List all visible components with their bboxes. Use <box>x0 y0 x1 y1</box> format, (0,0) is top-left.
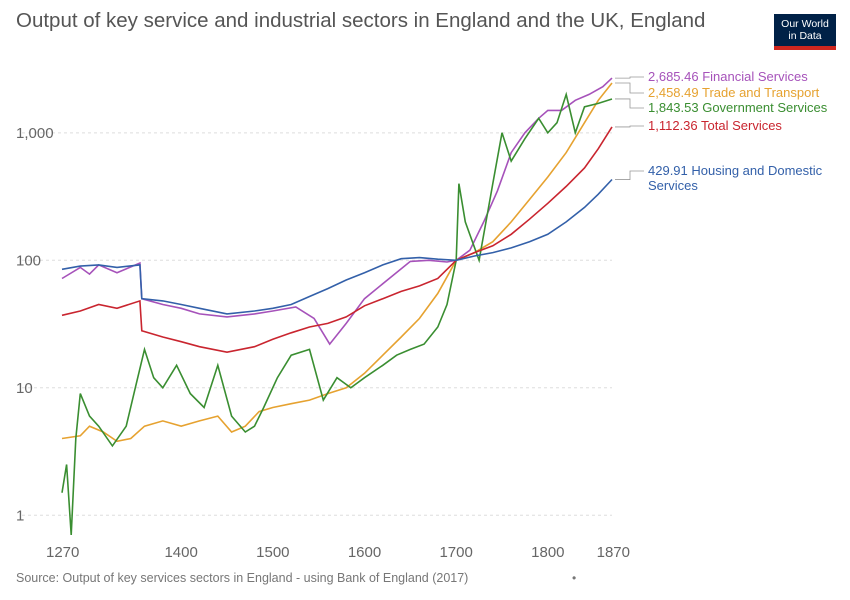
y-axis-ticks: 1 10 100 1,000 <box>16 125 54 524</box>
series-label: 1,112.36 Total Services <box>648 118 782 133</box>
series-label: 2,458.49 Trade and Transport <box>648 85 820 100</box>
y-tick-label: 10 <box>16 380 33 397</box>
series-line <box>61 91 613 536</box>
y-tick-label: 1 <box>16 507 24 524</box>
y-tick-label: 100 <box>16 252 41 269</box>
series-line <box>61 126 613 354</box>
label-connector <box>615 76 644 79</box>
series-label: Services <box>648 178 698 193</box>
source-note: Source: Output of key services sectors i… <box>16 571 469 585</box>
series-label: 1,843.53 Government Services <box>648 100 828 115</box>
label-connector <box>615 170 644 180</box>
label-connector <box>615 125 644 128</box>
x-tick-label: 1700 <box>439 544 472 561</box>
x-tick-label: 1270 <box>46 544 79 561</box>
logo-line-2: in Data <box>788 30 822 42</box>
series-line <box>61 82 613 443</box>
series-lines <box>61 77 613 536</box>
x-tick-label: 1400 <box>164 544 197 561</box>
label-connector <box>615 98 644 109</box>
series-label: 2,685.46 Financial Services <box>648 69 808 84</box>
footer-dot: • <box>572 571 577 585</box>
series-line <box>61 77 613 346</box>
label-connector <box>615 82 644 94</box>
x-tick-label: 1870 <box>597 544 630 561</box>
x-axis-ticks: 1270 1400 1500 1600 1700 1800 1870 <box>46 544 630 561</box>
series-line <box>61 178 613 315</box>
owid-logo[interactable]: Our World in Data <box>774 14 836 50</box>
x-tick-label: 1800 <box>531 544 564 561</box>
chart-title: Output of key service and industrial sec… <box>16 9 706 32</box>
grid-lines <box>22 132 612 516</box>
x-tick-label: 1600 <box>348 544 381 561</box>
x-tick-label: 1500 <box>256 544 289 561</box>
logo-line-1: Our World <box>781 18 829 30</box>
y-tick-label: 1,000 <box>16 125 54 142</box>
series-label: 429.91 Housing and Domestic <box>648 163 823 178</box>
